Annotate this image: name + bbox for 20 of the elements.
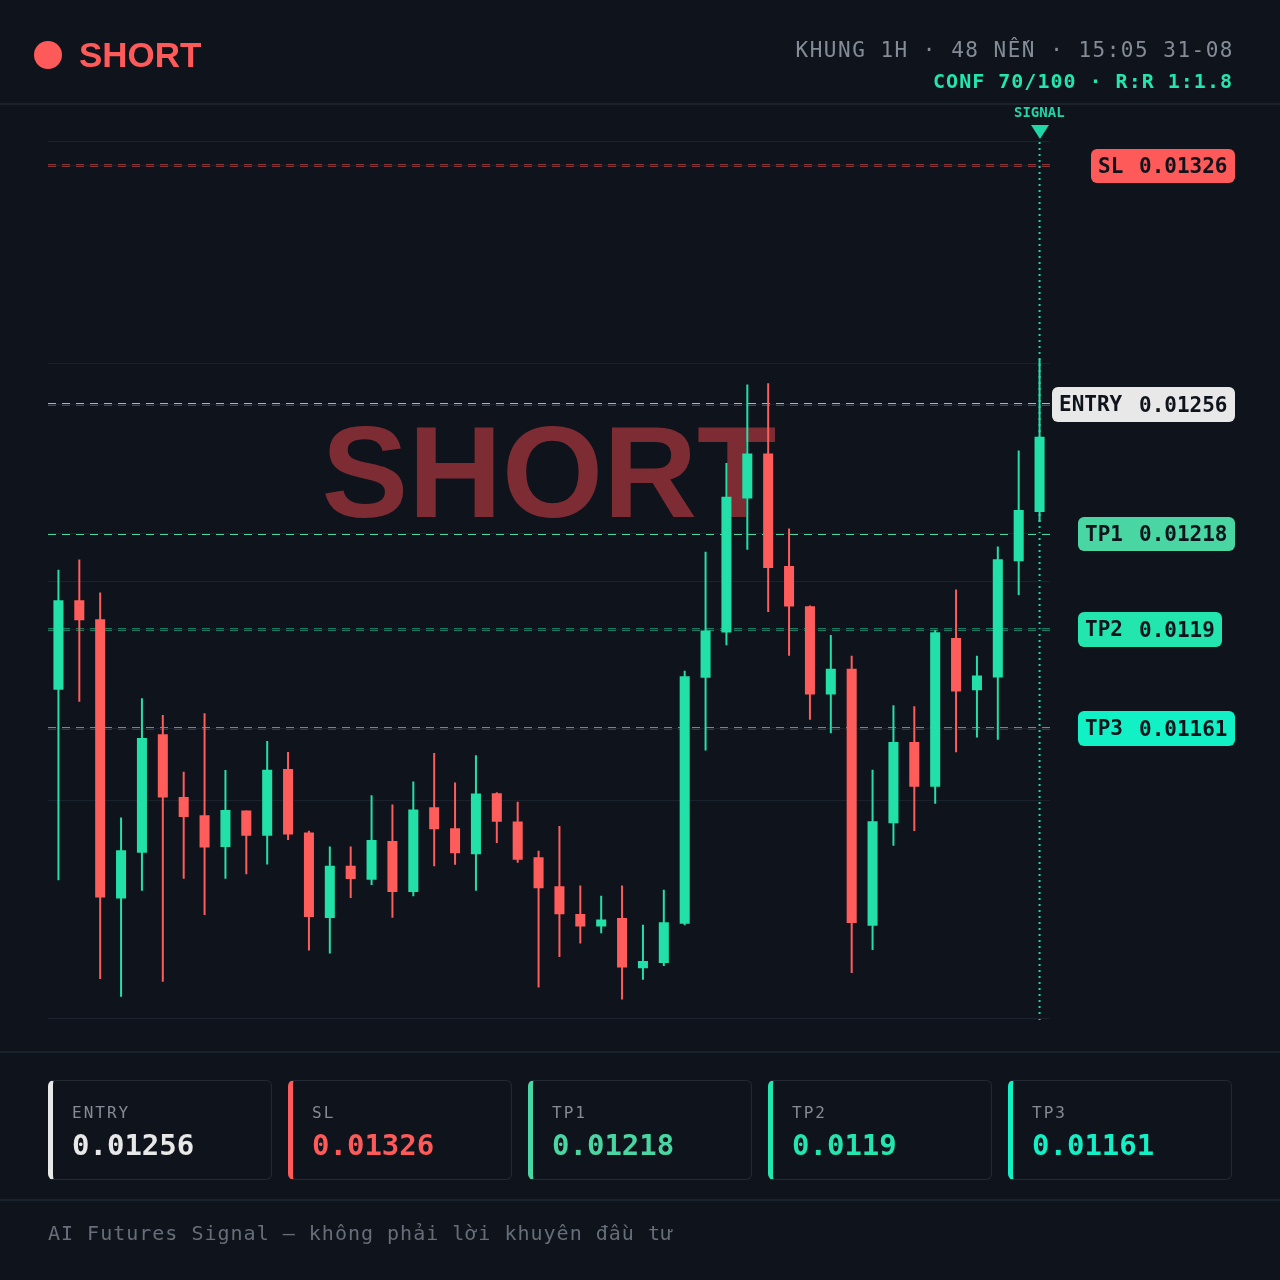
card: TP2 0.0119: [768, 1080, 992, 1180]
ref-line-label: TP3: [1085, 716, 1123, 740]
ref-line-label: TP1: [1085, 522, 1123, 546]
y-tick-label: 0.01326: [1139, 153, 1228, 178]
card: TP3 0.01161: [1008, 1080, 1232, 1180]
card: ENTRY 0.01256: [48, 1080, 272, 1180]
card: SL 0.01326: [288, 1080, 512, 1180]
ref-line-label: TP2: [1085, 617, 1123, 641]
ref-line-label: ENTRY: [1059, 392, 1123, 416]
y-tick-label: 0.01161: [1139, 716, 1228, 741]
text: SIGNAL: [1014, 104, 1065, 120]
y-tick-label: 0.01256: [1139, 392, 1228, 417]
y-tick-label: 0.01218: [1139, 522, 1228, 547]
text: CONF 70/100 · R:R 1:1.8: [933, 69, 1233, 93]
chart-subtitle: KHUNG 1H · 48 NẾN · 15:05 31-08: [795, 37, 1234, 63]
chart-title: SHORT: [79, 35, 202, 75]
text: AI Futures Signal — không phải lời khuyên đầu tư: [48, 1220, 674, 1246]
card: TP1 0.01218: [528, 1080, 752, 1180]
ref-line-label: SL: [1098, 154, 1124, 178]
y-tick-label: 0.0119: [1139, 617, 1215, 642]
